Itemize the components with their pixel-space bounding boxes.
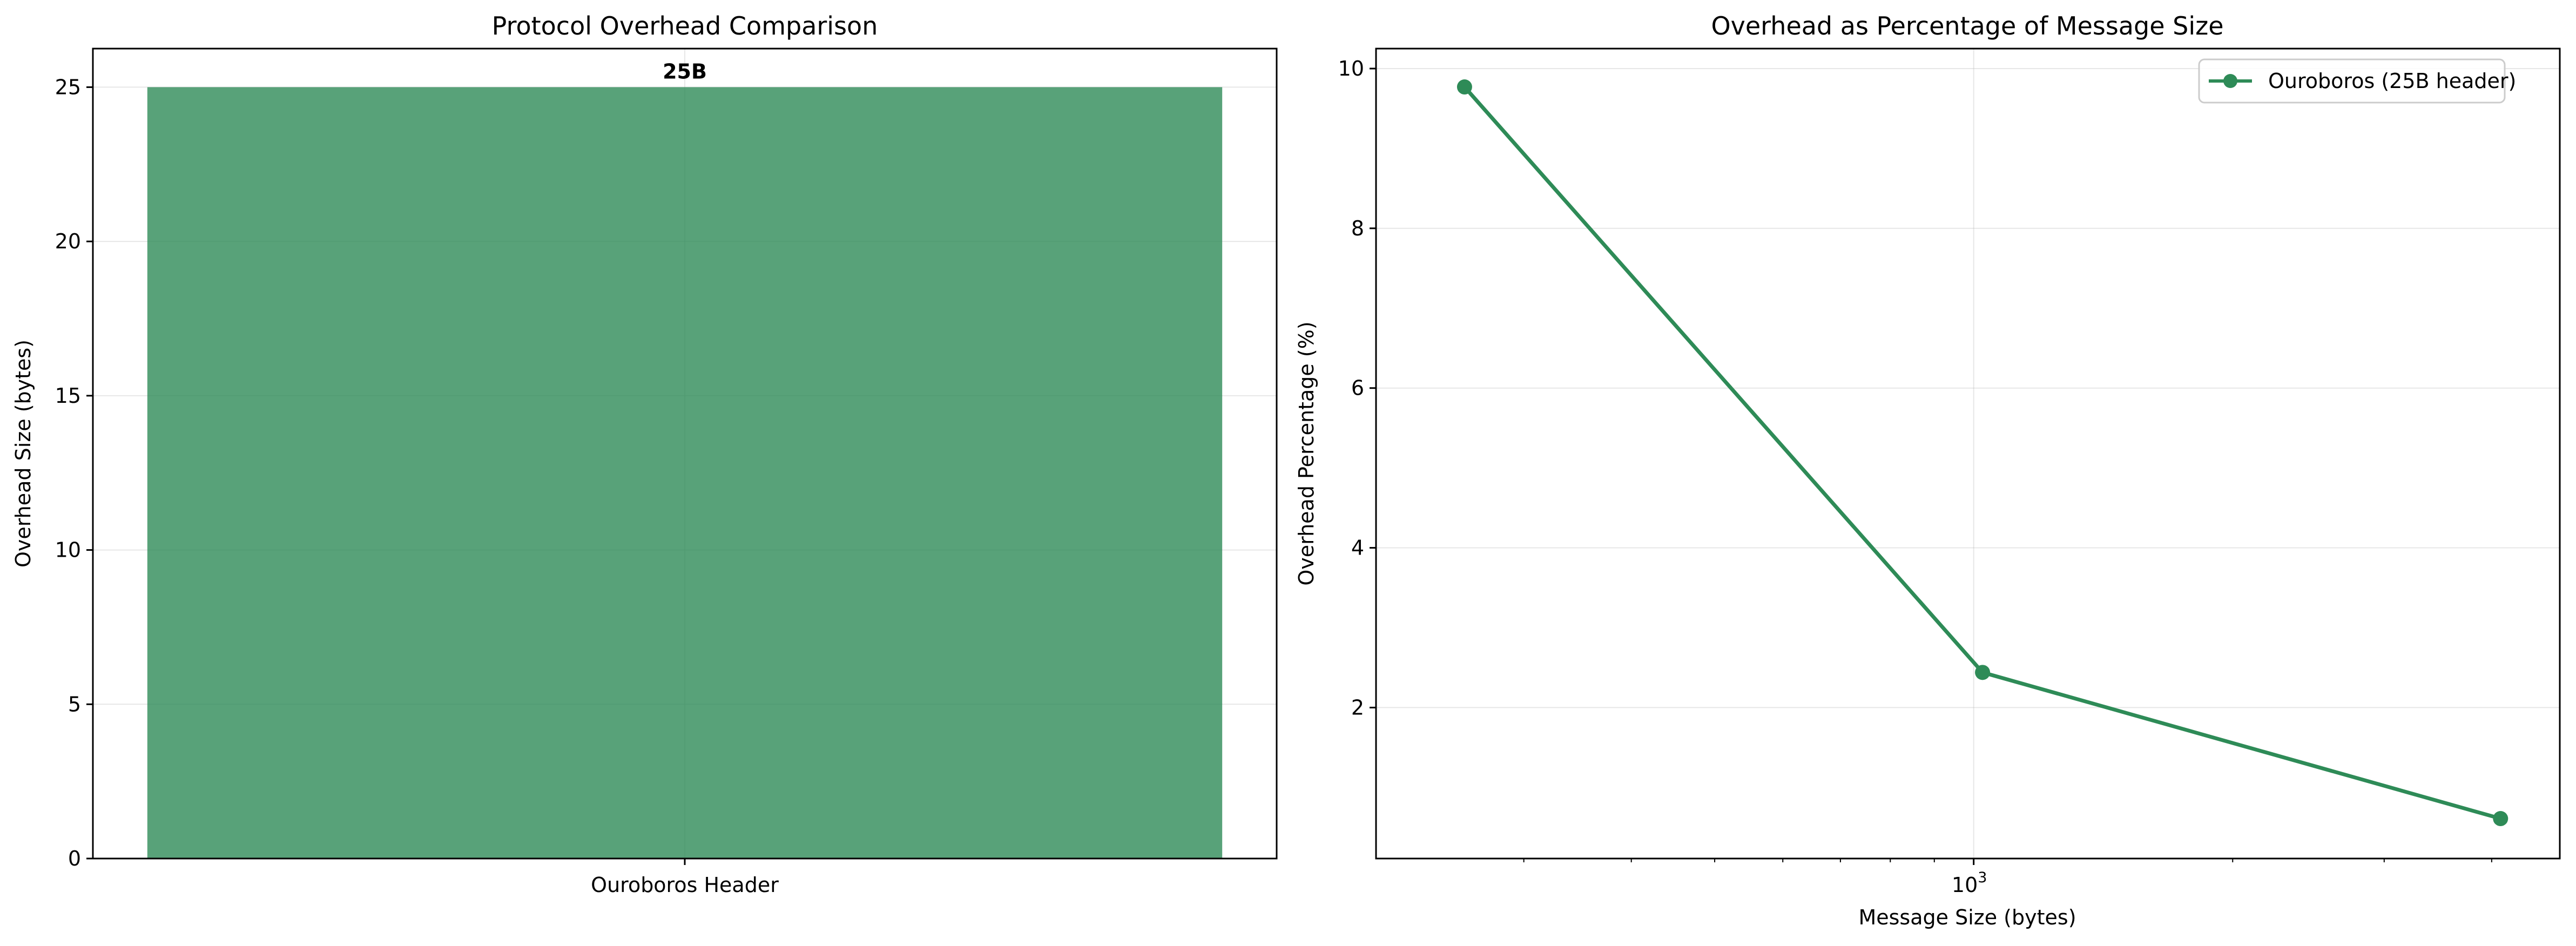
line-chart-y-tick-label: 8 <box>1351 217 1364 240</box>
bar-chart-y-ticks: 0 5 10 15 20 25 <box>55 75 93 870</box>
line-chart-x-axis-label: Message Size (bytes) <box>1858 906 2076 929</box>
bar-chart-data-labels: 25B <box>663 59 707 83</box>
legend-box <box>2198 58 2506 104</box>
bar-chart-y-tick-label: 0 <box>68 847 81 870</box>
legend: Ouroboros (25B header) <box>2198 58 2516 104</box>
bar-chart-x-tick-label: Ouroboros Header <box>591 873 779 897</box>
line-chart-y-tick-label: 6 <box>1351 376 1364 400</box>
bar-chart-bars <box>147 87 1223 859</box>
bar-data-label: 25B <box>663 59 707 83</box>
bar <box>147 87 1223 859</box>
line-chart-y-ticks: 2 4 6 8 10 <box>1338 57 1376 719</box>
bar-chart-y-axis-label: Overhead Size (bytes) <box>11 340 35 567</box>
bar-chart-y-tick-label: 20 <box>55 229 81 253</box>
line-chart-x-tick-label: 103 <box>1952 869 1987 897</box>
bar-chart-y-tick-label: 5 <box>68 692 81 716</box>
bar-chart-y-tick-label: 10 <box>55 538 81 562</box>
bar-chart: Protocol Overhead Comparison 25B 0 5 10 15 2… <box>11 11 1278 897</box>
line-chart-plot-frame <box>1375 48 2561 860</box>
bar-chart-title: Protocol Overhead Comparison <box>492 11 878 40</box>
legend-entry-label: Ouroboros (25B header) <box>2268 69 2516 93</box>
bar-chart-x-ticks: Ouroboros Header <box>591 859 779 897</box>
line-chart-series <box>1456 79 2508 827</box>
line-chart-y-tick-label: 10 <box>1338 57 1364 80</box>
x-tick-exponent: 3 <box>1978 869 1987 886</box>
line-chart-y-tick-label: 4 <box>1351 536 1364 560</box>
data-point <box>1456 79 1472 95</box>
line-chart: Overhead as Percentage of Message Size 2… <box>1294 11 2561 929</box>
line-chart-y-tick-label: 2 <box>1351 695 1364 719</box>
line-chart-x-ticks: 103 <box>1523 859 2492 897</box>
line-chart-y-axis-label: Overhead Percentage (%) <box>1294 321 1318 585</box>
line-chart-title: Overhead as Percentage of Message Size <box>1711 11 2223 40</box>
bar-chart-plot-frame <box>92 48 1278 860</box>
line-chart-grid <box>1376 49 2560 859</box>
data-point <box>2493 811 2508 827</box>
bar-chart-y-tick-label: 15 <box>55 384 81 408</box>
bar-chart-y-tick-label: 25 <box>55 75 81 99</box>
x-tick-base: 10 <box>1952 873 1978 897</box>
data-point <box>1975 665 1991 680</box>
legend-marker-swatch <box>2223 74 2237 88</box>
